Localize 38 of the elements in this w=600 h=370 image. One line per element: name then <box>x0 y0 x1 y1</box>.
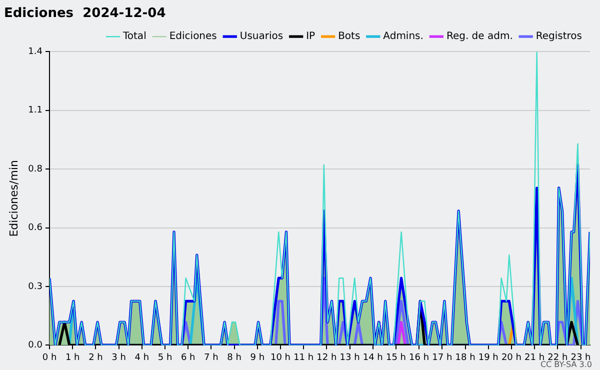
legend-label: Usuarios <box>240 31 284 42</box>
x-tick-label: 11 h <box>294 352 314 363</box>
legend-label: Admins. <box>383 31 424 42</box>
x-tick-label: 8 h <box>227 352 242 363</box>
x-tick-label: 19 h <box>478 352 498 363</box>
legend-label: Bots <box>338 31 360 42</box>
x-tick-label: 1 h <box>65 352 80 363</box>
x-tick-label: 0 h <box>42 352 57 363</box>
x-tick-label: 3 h <box>112 352 126 363</box>
x-tick-label: 2 h <box>88 352 103 363</box>
legend-label: Reg. de adm. <box>446 31 513 42</box>
y-tick-label: 1.1 <box>28 106 43 116</box>
x-tick-label: 7 h <box>204 352 218 363</box>
x-tick-label: 5 h <box>158 352 172 363</box>
x-tick-label: 12 h <box>316 352 337 363</box>
x-tick-label: 6 h <box>180 352 196 363</box>
x-tick-label: 17 h <box>432 352 452 363</box>
x-tick-label: 18 h <box>455 352 476 363</box>
legend-label: Registros <box>536 31 582 42</box>
legend-label: Total <box>122 31 146 42</box>
y-tick-label: 0.0 <box>28 340 43 351</box>
chart-title: Ediciones 2024-12-04 <box>4 6 166 22</box>
legend-label: IP <box>306 31 316 42</box>
x-tick-label: 10 h <box>270 352 291 363</box>
x-tick-label: 15 h <box>386 352 406 363</box>
x-tick-label: 13 h <box>340 352 360 363</box>
y-tick-label: 0.6 <box>28 223 43 234</box>
text: CC BY-SA 3.0 <box>540 360 592 370</box>
x-tick-label: 20 h <box>501 352 522 363</box>
y-tick-label: 1.4 <box>28 46 43 57</box>
x-tick-label: 4 h <box>134 352 150 363</box>
y-tick-label: 0.3 <box>28 282 43 292</box>
y-axis-title: Ediciones/min <box>7 160 20 237</box>
x-tick-label: 9 h <box>250 352 265 363</box>
x-tick-label: 16 h <box>409 352 430 363</box>
x-tick-label: 14 h <box>362 352 383 363</box>
y-tick-label: 0.8 <box>28 164 43 174</box>
legend-label: Ediciones <box>169 31 217 42</box>
